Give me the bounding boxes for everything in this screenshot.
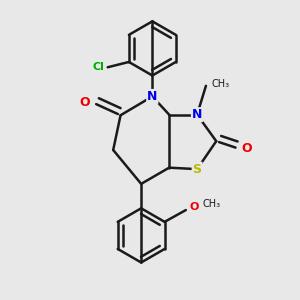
Text: N: N <box>192 108 202 121</box>
Text: CH₃: CH₃ <box>211 79 230 89</box>
Text: O: O <box>241 142 252 155</box>
Text: CH₃: CH₃ <box>203 199 221 208</box>
Text: N: N <box>147 90 158 103</box>
Text: Cl: Cl <box>93 62 105 72</box>
Text: O: O <box>79 96 90 110</box>
Text: O: O <box>190 202 199 212</box>
Text: S: S <box>193 163 202 176</box>
